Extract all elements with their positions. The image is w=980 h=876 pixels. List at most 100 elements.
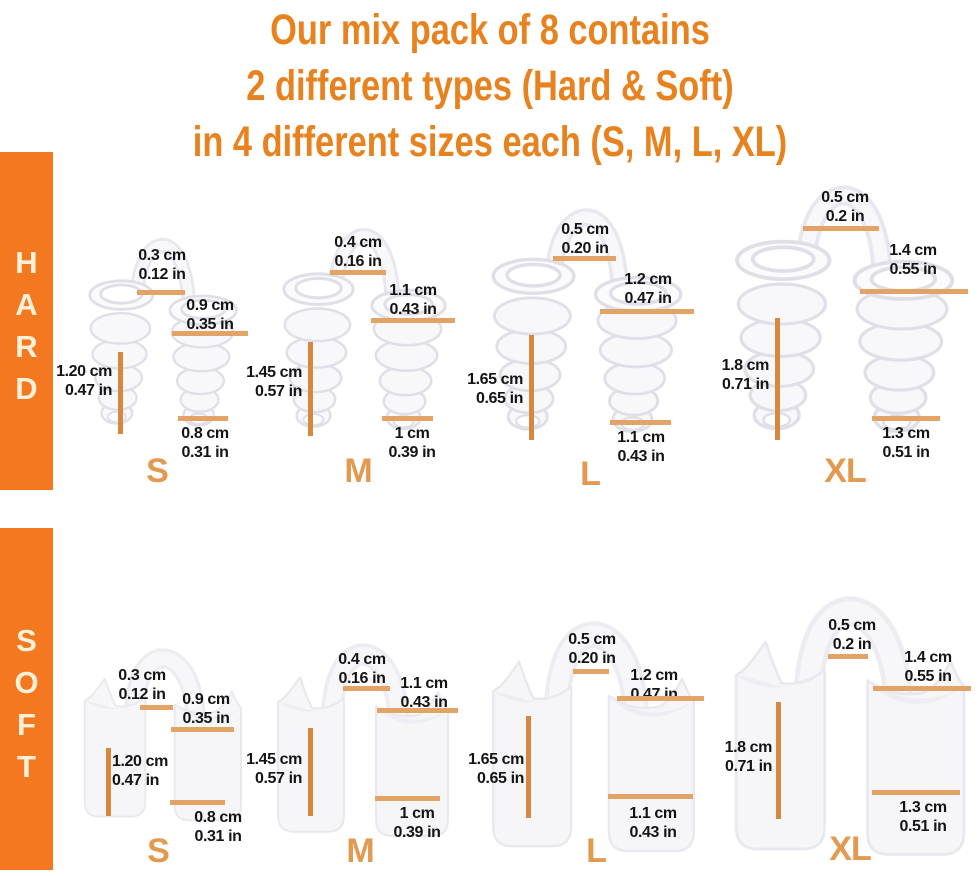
dim-label-top-width: 1.4 cm 0.55 in	[883, 648, 973, 686]
dim-line-top-width	[860, 289, 968, 294]
dim-in: 0.16 in	[334, 253, 382, 270]
dim-in: 0.71 in	[721, 376, 769, 393]
dim-in: 0.31 in	[181, 444, 229, 461]
dim-line-top-width	[172, 331, 248, 336]
size-label-hard-m: M	[344, 452, 372, 490]
dim-cm: 1.8 cm	[724, 739, 773, 756]
dim-line-top-width	[617, 696, 704, 701]
dim-cm: 1.2 cm	[630, 667, 678, 684]
dim-label-top-width: 1.1 cm 0.43 in	[368, 281, 458, 319]
dim-line-top-width	[171, 727, 234, 732]
size-label-soft-s: S	[147, 832, 170, 870]
dim-in: 0.55 in	[889, 261, 937, 278]
dim-label-bridge: 0.4 cm 0.16 in	[317, 650, 407, 688]
dim-cm: 1.3 cm	[882, 425, 930, 442]
dim-line-bottom-width	[170, 800, 225, 805]
dim-line-bottom-width	[872, 790, 960, 795]
dim-label-bridge: 0.5 cm 0.2 in	[800, 188, 890, 226]
dim-label-bridge: 0.4 cm 0.16 in	[313, 233, 403, 271]
soft-type-label: SOFT	[9, 623, 44, 791]
dim-line-bottom-width	[608, 794, 693, 799]
dim-label-top-width: 0.9 cm 0.35 in	[165, 296, 255, 334]
dim-label-height: 1.8 cm 0.71 in	[682, 738, 773, 776]
dim-in: 0.47 in	[112, 772, 160, 789]
dim-in: 0.55 in	[904, 668, 952, 685]
title-line-3: in 4 different sizes each (S, M, L, XL)	[192, 118, 788, 166]
dim-line-bridge	[573, 669, 609, 674]
dim-line-bottom-width	[610, 420, 671, 425]
dim-cm: 0.9 cm	[186, 297, 234, 314]
dim-cm: 1 cm	[394, 425, 430, 442]
dim-in: 0.57 in	[254, 383, 302, 400]
dim-line-bottom-width	[178, 416, 228, 421]
dim-line-bottom-width	[872, 416, 940, 421]
dim-cm: 1.65 cm	[467, 371, 523, 388]
dim-line-top-width	[371, 318, 455, 323]
dim-cm: 0.5 cm	[821, 189, 869, 206]
dim-in: 0.65 in	[475, 390, 523, 407]
dim-cm: 1.1 cm	[629, 805, 677, 822]
size-label-hard-s: S	[146, 452, 169, 490]
dim-label-bottom-width: 0.8 cm 0.31 in	[173, 808, 263, 846]
dim-label-height: 1.45 cm 0.57 in	[212, 750, 302, 788]
dim-line-top-width	[600, 309, 694, 314]
dim-cm: 0.5 cm	[561, 221, 609, 238]
dim-cm: 1.1 cm	[617, 429, 665, 446]
dim-cm: 1.1 cm	[400, 675, 448, 692]
dim-in: 0.35 in	[186, 316, 234, 333]
dim-cm: 1.3 cm	[899, 799, 947, 816]
dim-cm: 0.5 cm	[828, 617, 876, 634]
dim-cm: 1.20 cm	[112, 753, 168, 770]
title-line-1: Our mix pack of 8 contains	[270, 6, 710, 54]
dim-in: 0.47 in	[630, 686, 678, 703]
dim-line-height	[308, 728, 313, 816]
dim-line-top-width	[873, 686, 971, 691]
dim-label-top-width: 1.1 cm 0.43 in	[379, 674, 469, 712]
dim-label-bottom-width: 1.1 cm 0.43 in	[608, 804, 698, 842]
dim-in: 0.47 in	[624, 290, 672, 307]
dim-label-bottom-width: 1.1 cm 0.43 in	[596, 428, 686, 466]
dim-in: 0.20 in	[568, 650, 616, 667]
hard-type-bar: HARD	[0, 152, 53, 490]
dim-label-top-width: 1.2 cm 0.47 in	[603, 270, 693, 308]
dim-in: 0.12 in	[138, 266, 186, 283]
size-label-soft-xl: XL	[829, 830, 871, 868]
dim-label-bottom-width: 0.8 cm 0.31 in	[160, 424, 250, 462]
dim-cm: 0.4 cm	[334, 234, 382, 251]
dim-cm: 1.45 cm	[246, 751, 302, 768]
dim-in: 0.35 in	[182, 710, 230, 727]
dim-in: 0.2 in	[825, 208, 865, 225]
dim-cm: 0.4 cm	[338, 651, 386, 668]
dim-in: 0.16 in	[338, 670, 386, 687]
hard-type-label: HARD	[9, 245, 44, 413]
soft-type-bar: SOFT	[0, 528, 53, 870]
dim-cm: 1.4 cm	[889, 242, 937, 259]
dim-line-height	[308, 342, 313, 436]
dim-line-height	[529, 335, 534, 440]
dim-label-bridge: 0.3 cm 0.12 in	[97, 666, 187, 704]
dim-label-height: 1.20 cm 0.47 in	[22, 362, 112, 400]
dim-in: 0.47 in	[64, 382, 112, 399]
page-title: Our mix pack of 8 contains 2 different t…	[98, 2, 882, 170]
dim-line-height	[526, 716, 531, 818]
dim-in: 0.51 in	[899, 818, 947, 835]
dim-cm: 1.4 cm	[904, 649, 952, 666]
dim-line-top-width	[377, 708, 458, 713]
dim-line-bottom-width	[382, 416, 433, 421]
dim-label-height: 1.20 cm 0.47 in	[112, 752, 202, 790]
dim-label-height: 1.65 cm 0.65 in	[434, 750, 524, 788]
dim-in: 0.43 in	[389, 301, 437, 318]
size-label-soft-l: L	[586, 832, 607, 870]
dim-in: 0.31 in	[194, 828, 242, 845]
dim-line-bridge	[330, 270, 386, 275]
dim-in: 0.43 in	[629, 824, 677, 841]
dim-line-bridge	[803, 226, 879, 231]
dim-in: 0.12 in	[118, 686, 166, 703]
size-label-hard-xl: XL	[824, 452, 866, 490]
dim-in: 0.39 in	[388, 444, 436, 461]
dim-line-bottom-width	[375, 796, 440, 801]
dim-cm: 1.2 cm	[624, 271, 672, 288]
dim-in: 0.39 in	[393, 824, 441, 841]
dim-cm: 0.8 cm	[181, 425, 229, 442]
